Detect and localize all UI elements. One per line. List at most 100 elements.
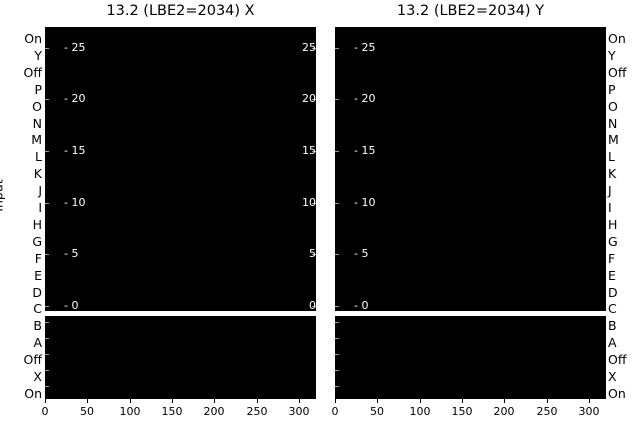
x-tick-label: 0 <box>41 405 49 418</box>
category-label-right: O <box>608 98 618 114</box>
y-tick-mark <box>45 322 49 323</box>
y-tick-label-right: 10 <box>302 196 316 209</box>
category-label-left: A <box>33 335 42 351</box>
y-tick-label: - 5 <box>64 247 79 260</box>
category-label-right: X <box>608 369 617 384</box>
y-tick-mark <box>335 386 339 387</box>
y-tick-label: - 15 <box>354 144 376 157</box>
category-label-right: B <box>608 318 617 334</box>
category-label-right: On <box>608 385 626 401</box>
category-label-right: H <box>608 216 618 232</box>
y-tick-mark-right <box>312 99 316 100</box>
category-label-left: K <box>33 166 42 182</box>
x-tick-mark <box>335 399 336 403</box>
category-label-right: N <box>608 115 618 131</box>
x-tick-mark <box>547 399 548 403</box>
y-tick-mark <box>45 338 49 339</box>
y-tick-label: - 10 <box>354 196 376 209</box>
category-label-left: B <box>33 318 42 334</box>
category-label-right: Off <box>608 352 627 368</box>
y-tick-mark <box>335 370 339 371</box>
panel-title-x: 13.2 (LBE2=2034) X <box>106 3 255 19</box>
y-tick-mark-right <box>312 48 316 49</box>
x-tick-mark <box>462 399 463 403</box>
x-tick-mark <box>87 399 88 403</box>
y-tick-mark <box>45 203 49 204</box>
x-tick-mark <box>377 399 378 403</box>
category-label-left: C <box>33 301 42 317</box>
x-tick-label: 100 <box>409 405 431 418</box>
y-tick-label-right: 15 <box>302 144 316 157</box>
category-label-right: Off <box>608 64 627 80</box>
y-tick-mark <box>335 99 339 100</box>
x-tick-mark <box>45 399 46 403</box>
category-label-left: J <box>38 183 42 199</box>
x-tick-label: 200 <box>493 405 515 418</box>
y-tick-label: - 20 <box>354 92 376 105</box>
x-tick-mark <box>214 399 215 403</box>
category-label-left: I <box>38 200 42 215</box>
x-tick-label: 300 <box>288 405 310 418</box>
y-tick-label-right: 20 <box>302 92 316 105</box>
category-label-right: K <box>608 166 617 182</box>
category-label-left: On <box>24 31 42 46</box>
category-label-right: M <box>608 132 619 148</box>
x-tick-mark <box>589 399 590 403</box>
y-tick-mark <box>335 338 339 339</box>
y-tick-mark <box>45 99 49 100</box>
y-tick-mark <box>335 151 339 152</box>
y-tick-label: - 15 <box>64 144 86 157</box>
y-tick-mark <box>335 354 339 355</box>
category-label-right: A <box>608 335 617 351</box>
category-label-left: N <box>32 115 42 131</box>
y-tick-label-right: 25 <box>302 41 316 54</box>
x-tick-mark <box>504 399 505 403</box>
y-tick-mark <box>45 254 49 255</box>
y-tick-mark <box>335 306 339 307</box>
y-tick-label-right: 0 <box>309 299 316 311</box>
y-tick-label: - 25 <box>354 41 376 54</box>
category-label-left: E <box>34 267 42 283</box>
category-label-left: P <box>34 81 42 97</box>
category-label-right: P <box>608 81 616 97</box>
y-tick-mark <box>335 254 339 255</box>
x-tick-label: 300 <box>578 405 600 418</box>
category-label-left: M <box>31 132 42 148</box>
x-tick-label: 100 <box>119 405 141 418</box>
x-tick-label: 250 <box>536 405 558 418</box>
y-tick-mark <box>335 203 339 204</box>
category-label-right: F <box>608 250 616 266</box>
y-tick-mark <box>335 322 339 323</box>
y-tick-label: - 10 <box>64 196 86 209</box>
x-tick-label: 0 <box>331 405 339 418</box>
category-label-right: G <box>608 233 618 249</box>
x-tick-mark <box>299 399 300 403</box>
plot-area-y-top[interactable]: - 25 - 20 - 15 - 10 - 5 - 0 <box>335 27 606 311</box>
y-tick-label: - 0 <box>64 299 79 311</box>
category-label-right: C <box>608 301 617 317</box>
x-tick-mark <box>130 399 131 403</box>
category-label-left: Y <box>34 47 42 63</box>
y-tick-mark <box>335 48 339 49</box>
y-tick-mark-right <box>312 254 316 255</box>
x-tick-label: 150 <box>161 405 183 418</box>
x-tick-label: 50 <box>80 405 94 418</box>
category-label-right: Y <box>608 47 616 63</box>
category-label-left: On <box>24 385 42 401</box>
y-tick-label-right: 5 <box>309 247 316 260</box>
category-axis-left: On Y Off P O N M L K J I H G F E D C B A Off X On <box>4 27 42 399</box>
y-tick-mark-right <box>312 306 316 307</box>
category-label-left: F <box>34 250 42 266</box>
category-label-left: G <box>32 233 42 249</box>
category-label-right: On <box>608 31 626 46</box>
plot-area-x-top[interactable]: - 25 25 - 20 20 - 15 15 - 10 10 - 5 5 - 0 0 <box>45 27 316 311</box>
category-label-right: I <box>608 200 612 215</box>
plot-area-y-bottom[interactable] <box>335 316 606 399</box>
x-tick-mark <box>172 399 173 403</box>
category-label-left: D <box>32 284 42 300</box>
category-label-right: J <box>608 183 612 199</box>
plot-area-x-bottom[interactable] <box>45 316 316 399</box>
category-label-right: E <box>608 267 616 283</box>
category-axis-right: On Y Off P O N M L K J I H G F E D C B A Off X On <box>608 27 640 399</box>
panel-title-y: 13.2 (LBE2=2034) Y <box>396 3 545 19</box>
